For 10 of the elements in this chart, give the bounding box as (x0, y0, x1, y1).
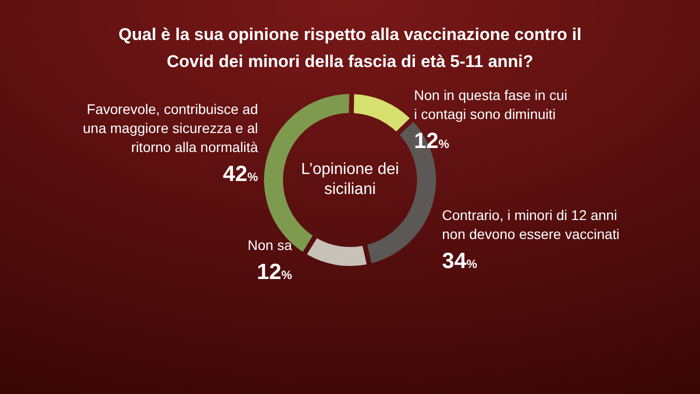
slice-label: Contrario, i minori di 12 anni non devono essere vaccinati (442, 207, 620, 242)
data-label: 34% (442, 248, 478, 273)
data-label: 12% (414, 128, 450, 153)
chart-title: Qual è la sua opinione rispetto alla vaccinazione contro il Covid dei minori della fascia di età 5-11 anni? (118, 25, 582, 71)
data-label: 42% (222, 161, 258, 186)
data-label: 12% (256, 259, 292, 284)
text: L’opinione dei siciliani (301, 161, 399, 198)
slice-label: Non in questa fase in cui i contagi sono diminuiti (414, 87, 568, 122)
slice-label: Non sa (248, 237, 292, 253)
slice-label: Favorevole, contribuisce ad una maggiore sicurezza e al ritorno alla normalità (82, 101, 258, 155)
